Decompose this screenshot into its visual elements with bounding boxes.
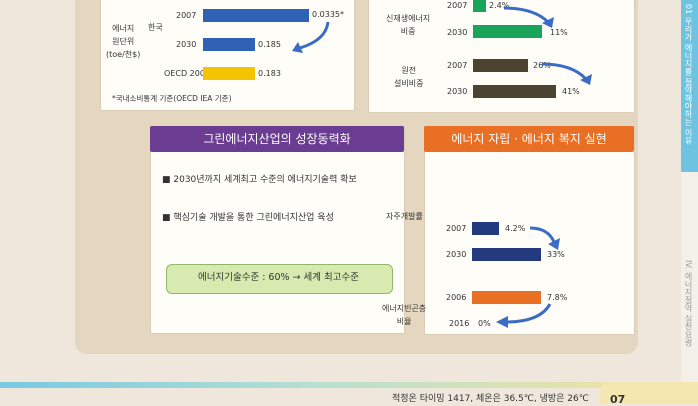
korea-label: 한국 xyxy=(148,23,163,32)
year-label: 2007 xyxy=(176,11,197,20)
renewable-label: 신재생에너지 비중 xyxy=(386,14,431,36)
nuclear-label: 원전 설비비중 xyxy=(394,66,424,88)
trend-arrow xyxy=(529,226,560,250)
bar-nuclear-2030 xyxy=(473,85,556,98)
bar-nuclear-2007 xyxy=(473,59,528,72)
year-label: 2007 xyxy=(446,224,467,233)
year-label: 2007 xyxy=(447,61,468,70)
bar-korea-2030 xyxy=(203,38,255,51)
side-tab-upper-label: 01 우리가 에너지를 절약해야하는 이유 xyxy=(684,4,693,145)
value-label: 0.183 xyxy=(258,69,281,78)
value-label: 26% xyxy=(533,61,551,70)
footer-bar xyxy=(600,382,698,404)
highlight-text: 에너지기술수준 : 60% → 세계 최고수준 xyxy=(198,272,359,283)
trend-arrow xyxy=(503,6,554,28)
bar-renewable-2007 xyxy=(473,0,486,12)
bullet-item: ■ 핵심기술 개발을 통한 그린에너지산업 육성 xyxy=(162,213,334,223)
side-tab-lower-label: IV. 에너지절약 실천요령 xyxy=(684,260,693,347)
value-label: 0.185 xyxy=(258,40,281,49)
highlight-box xyxy=(166,264,393,294)
year-label: 2030 xyxy=(447,87,468,96)
value-label: 0% xyxy=(478,319,491,328)
footer-text: 적정온 타이밍 1417, 체온은 36.5℃, 냉방은 26℃ xyxy=(392,394,589,404)
year-label: 2030 xyxy=(176,40,197,49)
side-tab-lower[interactable] xyxy=(681,172,698,404)
year-label: OECD 2007 xyxy=(164,69,210,78)
footnote: *국내소비통계 기준(OECD IEA 기준) xyxy=(112,94,232,103)
bar-poverty-2006 xyxy=(472,291,541,304)
year-label: 2030 xyxy=(446,250,467,259)
trend-arrow xyxy=(541,62,592,85)
panel-title: 에너지 자립 · 에너지 복지 실현 xyxy=(424,126,634,152)
trend-arrow xyxy=(496,303,552,328)
page-number: 07 xyxy=(610,393,626,406)
green-industry-panel xyxy=(150,126,405,334)
value-label: 11% xyxy=(550,28,568,37)
bar-korea-2007 xyxy=(203,9,309,22)
energy-poverty-label: 에너지빈곤층 비율 xyxy=(382,304,427,326)
trend-arrow xyxy=(292,21,330,53)
year-label: 2030 xyxy=(447,28,468,37)
year-label: 2016 xyxy=(449,319,470,328)
bullet-item: ■ 2030년까지 세계최고 수준의 에너지기술력 확보 xyxy=(162,175,357,185)
value-label: 41% xyxy=(562,87,580,96)
value-label: 2.4% xyxy=(489,1,510,10)
energy-intensity-label: 에너지 원단위 (toe/천$) xyxy=(106,24,141,59)
year-label: 2006 xyxy=(446,293,467,302)
footer-stripe xyxy=(0,382,640,388)
bar-oecd-2007 xyxy=(203,67,255,80)
year-label: 2007 xyxy=(447,1,468,10)
self-development-label: 자주개발률 xyxy=(386,212,423,221)
value-label: 4.2% xyxy=(505,224,526,233)
bar-self-dev-2007 xyxy=(472,222,499,235)
bar-self-dev-2030 xyxy=(472,248,541,261)
bar-renewable-2030 xyxy=(473,25,542,38)
value-label: 7.8% xyxy=(547,293,568,302)
panel-title: 그린에너지산업의 성장동력화 xyxy=(150,126,404,152)
value-label: 0.0335* xyxy=(312,10,344,19)
value-label: 33% xyxy=(547,250,565,259)
side-tab-upper[interactable] xyxy=(681,0,698,172)
